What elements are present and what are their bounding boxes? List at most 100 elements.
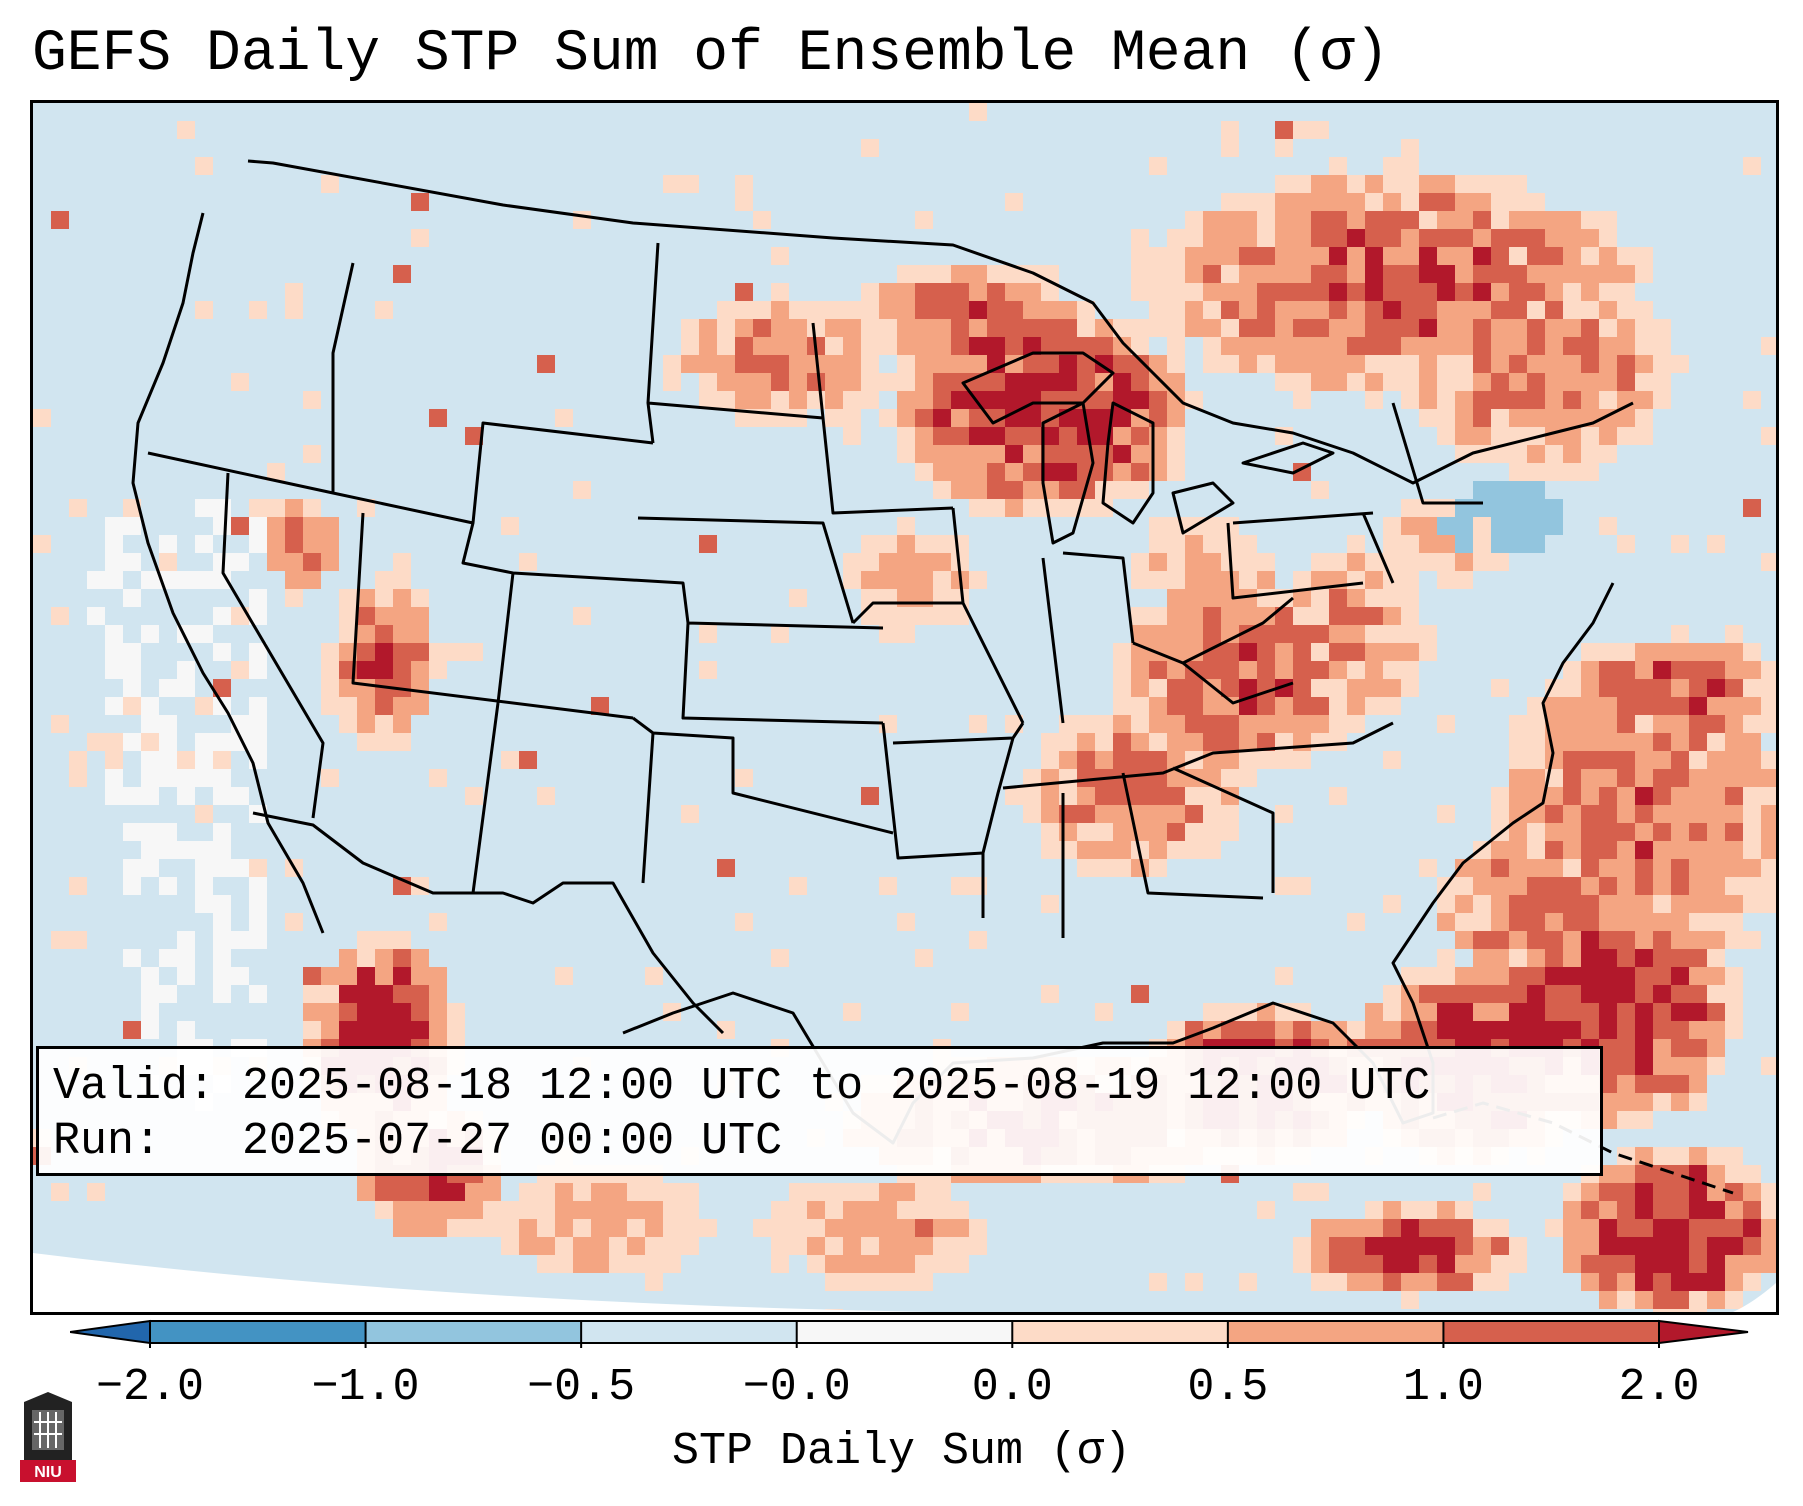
anomaly-cell	[1761, 553, 1776, 571]
anomaly-cell	[1671, 1165, 1689, 1183]
anomaly-cell	[1221, 1003, 1239, 1021]
anomaly-cell	[1563, 1201, 1581, 1219]
anomaly-cell	[1545, 265, 1563, 283]
anomaly-cell	[1221, 733, 1239, 751]
anomaly-cell	[231, 787, 249, 805]
anomaly-cell	[321, 769, 339, 787]
anomaly-cell	[339, 625, 357, 643]
anomaly-cell	[879, 1219, 897, 1237]
anomaly-cell	[447, 1219, 465, 1237]
anomaly-cell	[1167, 787, 1185, 805]
anomaly-cell	[1023, 499, 1041, 517]
anomaly-cell	[1581, 301, 1599, 319]
anomaly-cell	[1221, 265, 1239, 283]
anomaly-cell	[1617, 841, 1635, 859]
anomaly-cell	[1473, 1183, 1491, 1201]
anomaly-cell	[1311, 1219, 1329, 1237]
anomaly-cell	[141, 985, 159, 1003]
niu-logo: NIU	[20, 1392, 76, 1482]
anomaly-cell	[1581, 229, 1599, 247]
anomaly-cell	[1365, 1201, 1383, 1219]
anomaly-cell	[933, 553, 951, 571]
anomaly-cell	[1473, 175, 1491, 193]
anomaly-cell	[843, 553, 861, 571]
anomaly-cell	[1401, 283, 1419, 301]
anomaly-cell	[1671, 985, 1689, 1003]
anomaly-cell	[411, 697, 429, 715]
anomaly-cell	[1329, 157, 1347, 175]
anomaly-cell	[825, 1255, 843, 1273]
anomaly-cell	[1617, 967, 1635, 985]
anomaly-cell	[1563, 679, 1581, 697]
anomaly-cell	[1581, 949, 1599, 967]
anomaly-cell	[1491, 967, 1509, 985]
anomaly-cell	[1509, 211, 1527, 229]
anomaly-cell	[1581, 931, 1599, 949]
anomaly-cell	[1185, 733, 1203, 751]
anomaly-cell	[213, 913, 231, 931]
anomaly-cell	[969, 481, 987, 499]
anomaly-cell	[1563, 283, 1581, 301]
anomaly-cell	[1617, 751, 1635, 769]
anomaly-cell	[123, 589, 141, 607]
anomaly-cell	[1617, 787, 1635, 805]
anomaly-cell	[1311, 175, 1329, 193]
anomaly-cell	[1239, 247, 1257, 265]
anomaly-cell	[879, 337, 897, 355]
anomaly-cell	[321, 1021, 339, 1039]
anomaly-cell	[1725, 805, 1743, 823]
anomaly-cell	[1455, 1273, 1473, 1291]
anomaly-cell	[1311, 1021, 1329, 1039]
anomaly-cell	[1455, 283, 1473, 301]
anomaly-cell	[627, 1201, 645, 1219]
anomaly-cell	[1059, 427, 1077, 445]
anomaly-cell	[195, 877, 213, 895]
anomaly-cell	[339, 1003, 357, 1021]
anomaly-cell	[393, 607, 411, 625]
anomaly-cell	[1491, 373, 1509, 391]
anomaly-cell	[1509, 175, 1527, 193]
anomaly-cell	[375, 931, 393, 949]
anomaly-cell	[1707, 715, 1725, 733]
anomaly-cell	[1725, 877, 1743, 895]
anomaly-cell	[1437, 265, 1455, 283]
anomaly-cell	[915, 1273, 933, 1291]
anomaly-cell	[231, 859, 249, 877]
anomaly-cell	[1437, 247, 1455, 265]
anomaly-cell	[1599, 895, 1617, 913]
anomaly-cell	[357, 643, 375, 661]
anomaly-cell	[1311, 625, 1329, 643]
anomaly-cell	[1113, 319, 1131, 337]
anomaly-cell	[1707, 1057, 1725, 1075]
anomaly-cell	[645, 1183, 663, 1201]
anomaly-cell	[1005, 445, 1023, 463]
anomaly-cell	[1041, 823, 1059, 841]
anomaly-cell	[915, 571, 933, 589]
anomaly-cell	[1185, 715, 1203, 733]
anomaly-cell	[1239, 1273, 1257, 1291]
anomaly-cell	[1509, 301, 1527, 319]
anomaly-cell	[411, 949, 429, 967]
anomaly-cell	[357, 715, 375, 733]
anomaly-cell	[987, 463, 1005, 481]
anomaly-cell	[1455, 355, 1473, 373]
anomaly-cell	[825, 319, 843, 337]
anomaly-cell	[1383, 517, 1401, 535]
anomaly-cell	[429, 769, 447, 787]
anomaly-cell	[1113, 805, 1131, 823]
anomaly-cell	[501, 1201, 519, 1219]
anomaly-cell	[141, 715, 159, 733]
anomaly-cell	[1545, 247, 1563, 265]
anomaly-cell	[897, 1183, 915, 1201]
anomaly-cell	[1563, 715, 1581, 733]
anomaly-cell	[951, 481, 969, 499]
anomaly-cell	[1527, 769, 1545, 787]
anomaly-cell	[357, 679, 375, 697]
anomaly-cell	[1077, 769, 1095, 787]
anomaly-cell	[843, 373, 861, 391]
anomaly-cell	[1743, 805, 1761, 823]
anomaly-cell	[375, 1183, 393, 1201]
anomaly-cell	[771, 337, 789, 355]
anomaly-cell	[1563, 913, 1581, 931]
anomaly-cell	[1383, 283, 1401, 301]
